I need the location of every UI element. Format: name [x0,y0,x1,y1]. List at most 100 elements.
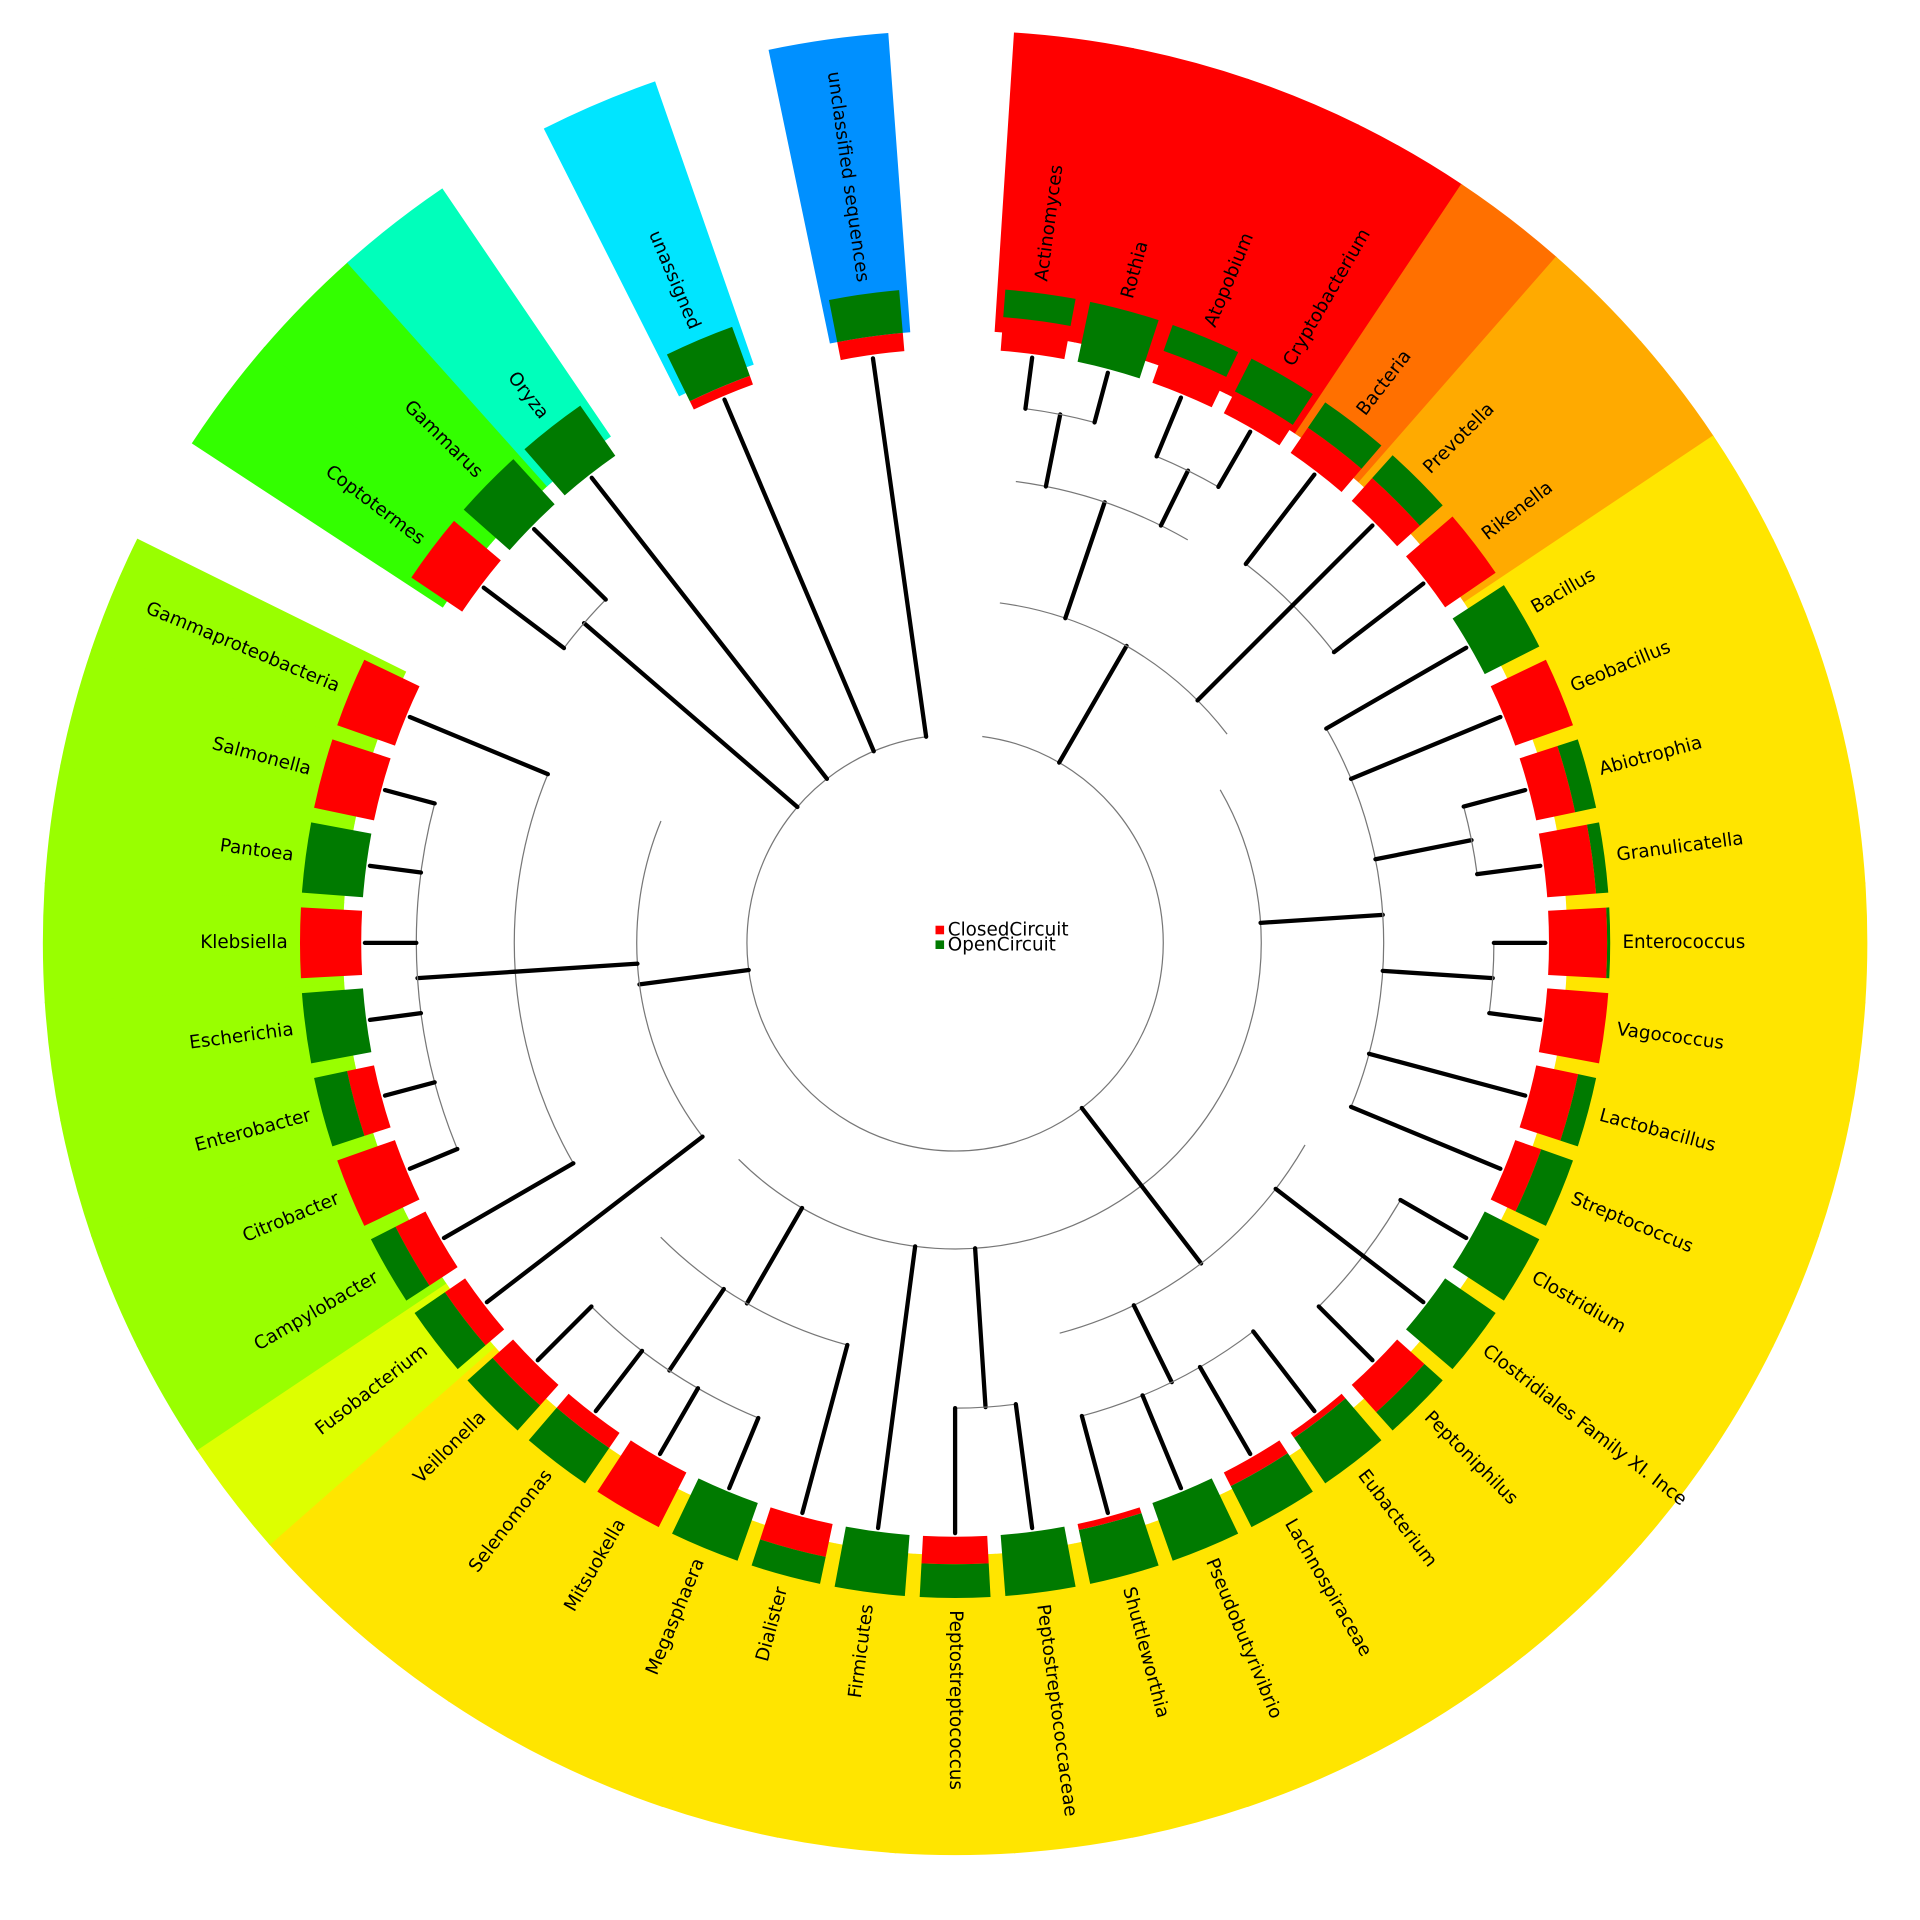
branch [1243,472,1317,567]
clade-range [1463,435,1774,673]
closed-bar [1290,1393,1346,1438]
clade-range [60,648,376,824]
open-bar [666,326,750,402]
open-bar [1606,907,1611,979]
open-bar [1586,822,1609,894]
open-bar [1230,1453,1313,1528]
clade-range [1074,47,1250,364]
branch [1013,1402,1035,1531]
branch [1197,1364,1253,1457]
leaf-label: Klebsiella [200,932,288,953]
legend-label: ClosedCircuit [948,920,1069,941]
branch [1131,1303,1174,1385]
branch [1316,1304,1375,1363]
branch-arc [738,789,1262,1250]
clade-range [1358,256,1642,540]
closed-bar [1152,350,1227,408]
closed-bar [300,907,363,979]
open-bar [919,1563,991,1598]
branch [1373,837,1474,862]
branch [1216,429,1253,490]
open-bar [528,1407,610,1484]
branch [1063,500,1107,621]
branch [657,1386,701,1457]
closed-bar [1290,427,1362,492]
branch [589,475,830,781]
open-bar [463,459,555,551]
branch [1380,968,1495,981]
leaf-label: Peptostreptococcus [945,1610,966,1790]
closed-bar [556,1393,620,1449]
closed-bar [444,1278,505,1346]
branch-arc [999,602,1228,735]
open-bar [467,1357,541,1431]
branch [1290,523,1375,608]
branch-arc [1015,480,1189,541]
clade-range [353,1402,616,1702]
branch [382,787,437,806]
branch [581,620,800,810]
branch-arc [415,803,458,1150]
branch [1023,355,1035,411]
open-bar [1406,1278,1496,1370]
closed-bar [492,1339,559,1406]
open-bar [301,822,372,898]
open-bar [1077,301,1159,379]
clade-range [44,982,355,1122]
clade-range [44,764,355,904]
branch [667,1286,726,1373]
open-bar [1560,1074,1597,1147]
clade-range [263,261,548,544]
closed-bar [1223,1440,1288,1487]
branch [1258,912,1385,925]
clade-range [550,1491,759,1807]
closed-bar [1548,907,1608,979]
closed-bar [1538,824,1597,898]
branch [1348,1104,1503,1171]
tree-branches [362,355,1548,1536]
clade-range [191,346,492,608]
open-bar [1372,455,1443,526]
branch [407,1146,460,1171]
branch-arc [660,1236,848,1346]
branch [1158,468,1191,528]
branch [722,397,876,754]
clade-range [894,1553,1016,1856]
open-bar [414,1292,486,1370]
open-bar [370,1226,430,1301]
open-bar [1515,1149,1574,1226]
branch [870,356,929,739]
clade-range [1415,340,1715,604]
branch [1251,1329,1317,1414]
clade-range [1294,1402,1558,1702]
open-bar [1003,289,1076,327]
branch [1366,1051,1528,1098]
branch [367,1011,424,1023]
open-bar [1152,1478,1239,1561]
branch [1331,581,1426,655]
clade-range [543,81,754,397]
branch-arc [636,820,704,1138]
closed-bar [597,1440,687,1528]
branch-arc [1081,1330,1254,1417]
branch [727,1415,761,1491]
open-bar [751,1539,826,1584]
closed-bar [837,332,905,361]
closed-bar [1490,1140,1542,1212]
closed-bar [395,1211,458,1286]
open-bar [672,1478,758,1561]
branch [1324,645,1469,731]
open-bar [1307,402,1382,469]
closed-bar [1519,1065,1579,1141]
clade-range [768,33,911,344]
clade-range [1225,1451,1463,1762]
branch [415,969,518,981]
closed-bar [1538,988,1609,1064]
branch [1398,1197,1469,1241]
branch-arc [746,735,1164,1152]
branch [1043,412,1063,489]
clade-range [447,1451,685,1762]
branch [1140,1393,1184,1491]
